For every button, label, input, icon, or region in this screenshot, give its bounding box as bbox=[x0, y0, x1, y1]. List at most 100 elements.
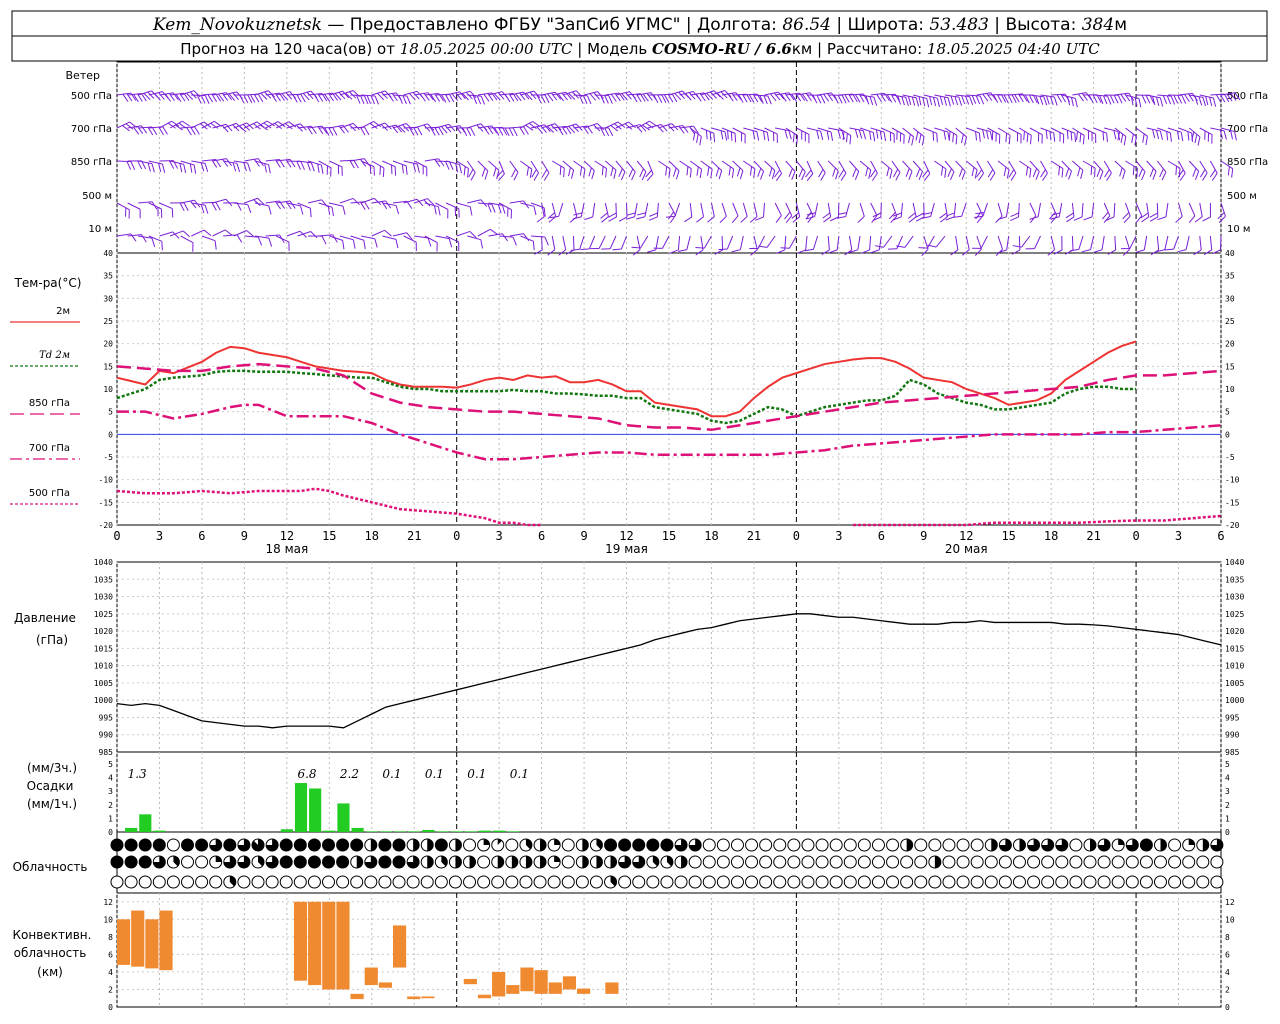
barb-feather bbox=[1219, 94, 1226, 103]
wind-barb bbox=[838, 93, 858, 103]
barb-feather bbox=[1175, 166, 1178, 176]
temp-series-3 bbox=[117, 403, 1222, 461]
wind-barb bbox=[1061, 94, 1078, 108]
cloud-symbol bbox=[787, 855, 801, 869]
cloud-circle bbox=[843, 838, 857, 852]
wind-barb bbox=[318, 234, 338, 243]
wind-barb bbox=[997, 127, 1011, 145]
barb-shaft bbox=[1220, 160, 1233, 170]
wind-barb bbox=[774, 160, 783, 181]
barb-feather bbox=[905, 168, 910, 177]
cloud-fill bbox=[525, 839, 532, 850]
barb-shaft bbox=[1165, 202, 1169, 217]
wind-barb bbox=[1178, 92, 1198, 103]
barb-feather bbox=[151, 163, 155, 173]
barb-shaft bbox=[1199, 94, 1214, 99]
cloud-circle bbox=[1111, 855, 1125, 869]
barb-feather bbox=[221, 125, 229, 133]
barb-shaft bbox=[732, 127, 746, 135]
hour-label: 18 bbox=[704, 529, 718, 543]
barb-shaft bbox=[955, 127, 967, 138]
barb-feather bbox=[427, 123, 435, 131]
forecast-time: 18.05.2025 00:00 UTC bbox=[400, 40, 573, 58]
barb-shaft bbox=[806, 160, 814, 174]
cloud-fill bbox=[455, 839, 462, 851]
cloud-symbol bbox=[956, 855, 970, 869]
barb-shaft bbox=[658, 160, 671, 170]
wind-barb bbox=[520, 90, 541, 101]
barb-feather bbox=[976, 169, 983, 178]
barb-feather bbox=[995, 132, 997, 142]
wind-barb bbox=[636, 120, 658, 131]
precip-total: 0.1 bbox=[510, 767, 529, 781]
barb-feather bbox=[1014, 94, 1020, 103]
cloud-circle bbox=[815, 875, 829, 889]
cloud-symbol bbox=[970, 838, 984, 852]
cloud-fill bbox=[1140, 839, 1153, 851]
cloud-circle bbox=[307, 875, 321, 889]
barb-feather bbox=[268, 237, 273, 247]
cloud-circle bbox=[1055, 875, 1069, 889]
wind-barb bbox=[350, 235, 366, 250]
wind-level-label: 850 гПа bbox=[71, 157, 112, 168]
y-tick-label: 1020 bbox=[94, 627, 113, 636]
wind-barb bbox=[934, 160, 947, 178]
barb-feather bbox=[1205, 96, 1209, 106]
barb-shaft bbox=[1146, 202, 1150, 217]
cloud-symbol bbox=[857, 838, 871, 852]
barb-feather bbox=[551, 92, 558, 101]
barb-feather bbox=[413, 127, 419, 136]
barb-feather bbox=[715, 167, 720, 177]
barb-feather bbox=[688, 92, 696, 100]
barb-feather bbox=[1105, 216, 1115, 221]
barb-feather bbox=[1175, 216, 1183, 223]
barb-feather bbox=[1035, 95, 1040, 105]
barb-feather bbox=[989, 172, 996, 181]
barb-shaft bbox=[1093, 160, 1104, 172]
barb-feather bbox=[324, 93, 331, 102]
barb-feather bbox=[1188, 93, 1194, 102]
barb-shaft bbox=[265, 234, 280, 237]
barb-shaft bbox=[796, 92, 811, 96]
barb-shaft bbox=[403, 235, 417, 243]
barb-feather bbox=[775, 173, 782, 181]
wind-barb bbox=[679, 160, 692, 178]
barb-feather bbox=[854, 128, 859, 138]
barb-feather bbox=[1230, 93, 1237, 101]
wind-barb bbox=[923, 94, 940, 108]
barb-feather bbox=[1049, 96, 1054, 106]
barb-feather bbox=[266, 120, 275, 127]
barb-feather bbox=[190, 200, 197, 209]
barb-feather bbox=[470, 127, 476, 136]
barb-feather bbox=[1120, 248, 1130, 250]
cloud-fill bbox=[173, 855, 180, 867]
barb-feather bbox=[796, 135, 799, 145]
cloud-circle bbox=[1210, 875, 1224, 889]
barb-feather bbox=[1037, 132, 1040, 142]
barb-feather bbox=[1032, 94, 1038, 104]
barb-feather bbox=[472, 95, 478, 104]
cloud-symbol bbox=[1027, 838, 1041, 852]
barb-feather bbox=[511, 168, 517, 178]
barb-feather bbox=[1106, 172, 1112, 181]
barb-feather bbox=[1028, 94, 1034, 104]
cloud-symbol bbox=[1055, 855, 1069, 869]
wind-barb bbox=[1051, 93, 1071, 103]
wind-barb bbox=[859, 127, 876, 142]
barb-feather bbox=[792, 133, 795, 143]
barb-feather bbox=[1211, 172, 1218, 181]
wind-barb bbox=[594, 94, 613, 104]
wind-barb bbox=[1188, 127, 1201, 146]
wind-barb bbox=[329, 202, 346, 215]
cloud-circle bbox=[505, 838, 519, 852]
wind-barb bbox=[1093, 94, 1112, 105]
wind-barb bbox=[806, 127, 824, 141]
cloud-fill bbox=[666, 855, 673, 867]
barb-feather bbox=[1011, 249, 1021, 255]
wind-barb bbox=[496, 160, 505, 182]
wind-barb bbox=[1008, 160, 1017, 181]
wind-barb bbox=[1065, 202, 1075, 223]
barb-shaft bbox=[1156, 235, 1160, 250]
cloud-symbol bbox=[773, 838, 787, 852]
barb-feather bbox=[1219, 129, 1223, 139]
